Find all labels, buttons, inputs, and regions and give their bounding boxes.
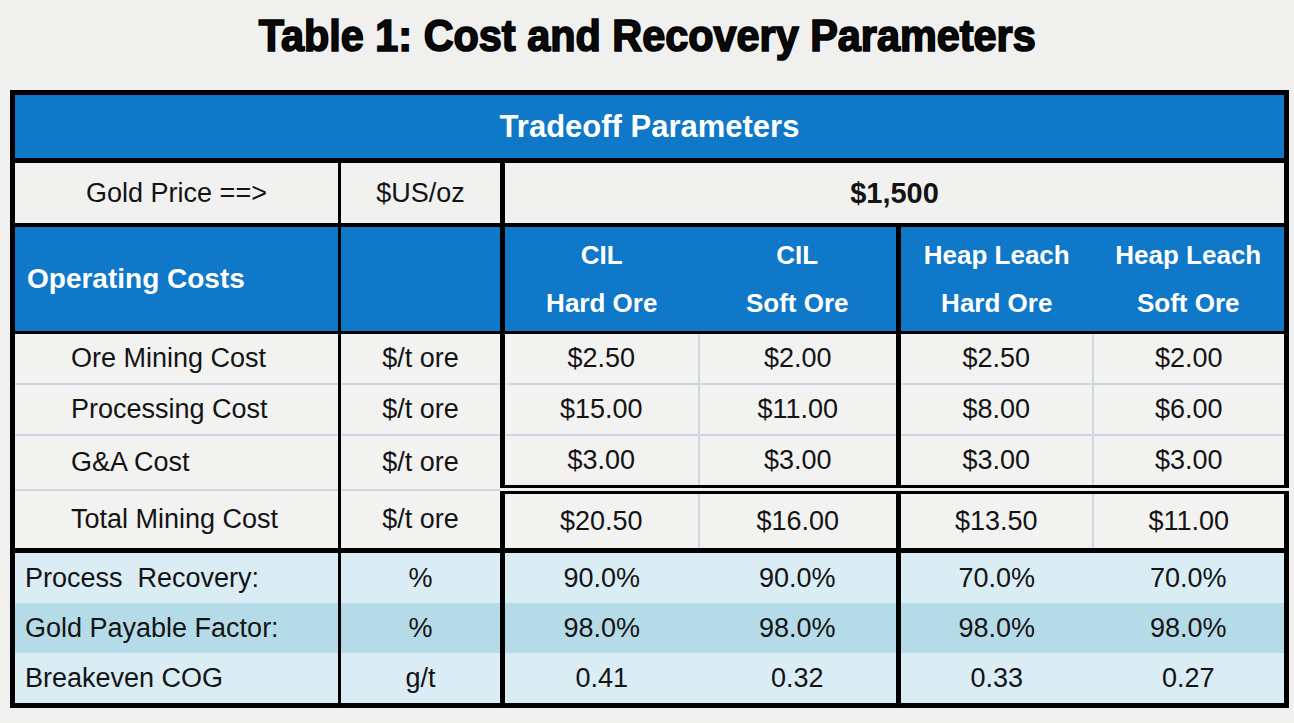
value-cell: $6.00 (1093, 384, 1287, 435)
operating-costs-header-row: Operating Costs CIL Hard Ore CIL Soft Or… (13, 225, 1287, 333)
row-unit: $/t ore (340, 490, 503, 551)
value-cell: 98.0% (899, 603, 1093, 653)
row-unit: $/t ore (340, 435, 503, 490)
row-label: Gold Payable Factor: (13, 603, 340, 653)
value-cell: $3.00 (899, 435, 1093, 490)
page-title: Table 1: Cost and Recovery Parameters (259, 10, 1036, 62)
processing-cost-row: Processing Cost $/t ore $15.00 $11.00 $8… (13, 384, 1287, 435)
row-label: G&A Cost (13, 435, 340, 490)
value-cell: $16.00 (699, 490, 899, 551)
ga-cost-row: G&A Cost $/t ore $3.00 $3.00 $3.00 $3.00 (13, 435, 1287, 490)
value-cell: $3.00 (1093, 435, 1287, 490)
value-cell: 98.0% (699, 603, 899, 653)
operating-costs-label: Operating Costs (13, 225, 340, 333)
table-header-title: Tradeoff Parameters (13, 93, 1287, 161)
table-header-row: Tradeoff Parameters (13, 93, 1287, 161)
value-cell: 98.0% (503, 603, 699, 653)
value-cell: 90.0% (503, 551, 699, 604)
value-cell: $2.50 (503, 333, 699, 385)
row-label: Process Recovery: (13, 551, 340, 604)
column-header-cil-soft-ore: CIL Soft Ore (699, 225, 899, 333)
row-label: Total Mining Cost (13, 490, 340, 551)
gold-price-value: $1,500 (503, 161, 1287, 226)
value-cell: $20.50 (503, 490, 699, 551)
value-cell: 0.33 (899, 653, 1093, 706)
row-unit: % (340, 603, 503, 653)
gold-price-label: Gold Price ==> (13, 161, 340, 226)
value-cell: $8.00 (899, 384, 1093, 435)
row-unit: % (340, 551, 503, 604)
gold-price-unit: $US/oz (340, 161, 503, 226)
ore-mining-cost-row: Ore Mining Cost $/t ore $2.50 $2.00 $2.5… (13, 333, 1287, 385)
value-cell: 98.0% (1093, 603, 1287, 653)
value-cell: 0.41 (503, 653, 699, 706)
value-cell: $2.00 (699, 333, 899, 385)
value-cell: $13.50 (899, 490, 1093, 551)
gold-payable-factor-row: Gold Payable Factor: % 98.0% 98.0% 98.0%… (13, 603, 1287, 653)
row-label: Ore Mining Cost (13, 333, 340, 385)
empty-unit-cell (340, 225, 503, 333)
title-bar: Table 1: Cost and Recovery Parameters (0, 0, 1294, 78)
page: Table 1: Cost and Recovery Parameters Tr… (0, 0, 1294, 723)
value-cell: 70.0% (1093, 551, 1287, 604)
row-unit: $/t ore (340, 333, 503, 385)
row-unit: $/t ore (340, 384, 503, 435)
value-cell: 90.0% (699, 551, 899, 604)
tradeoff-parameters-table: Tradeoff Parameters Gold Price ==> $US/o… (10, 90, 1289, 708)
column-header-cil-hard-ore: CIL Hard Ore (503, 225, 699, 333)
value-cell: $3.00 (699, 435, 899, 490)
value-cell: $11.00 (699, 384, 899, 435)
value-cell: $3.00 (503, 435, 699, 490)
value-cell: $2.00 (1093, 333, 1287, 385)
row-unit: g/t (340, 653, 503, 706)
total-mining-cost-row: Total Mining Cost $/t ore $20.50 $16.00 … (13, 490, 1287, 551)
value-cell: $2.50 (899, 333, 1093, 385)
process-recovery-row: Process Recovery: % 90.0% 90.0% 70.0% 70… (13, 551, 1287, 604)
breakeven-cog-row: Breakeven COG g/t 0.41 0.32 0.33 0.27 (13, 653, 1287, 706)
column-header-heap-leach-hard-ore: Heap Leach Hard Ore (899, 225, 1093, 333)
gold-price-row: Gold Price ==> $US/oz $1,500 (13, 161, 1287, 226)
row-label: Processing Cost (13, 384, 340, 435)
value-cell: 70.0% (899, 551, 1093, 604)
column-header-heap-leach-soft-ore: Heap Leach Soft Ore (1093, 225, 1287, 333)
value-cell: $11.00 (1093, 490, 1287, 551)
row-label: Breakeven COG (13, 653, 340, 706)
value-cell: 0.27 (1093, 653, 1287, 706)
value-cell: $15.00 (503, 384, 699, 435)
value-cell: 0.32 (699, 653, 899, 706)
